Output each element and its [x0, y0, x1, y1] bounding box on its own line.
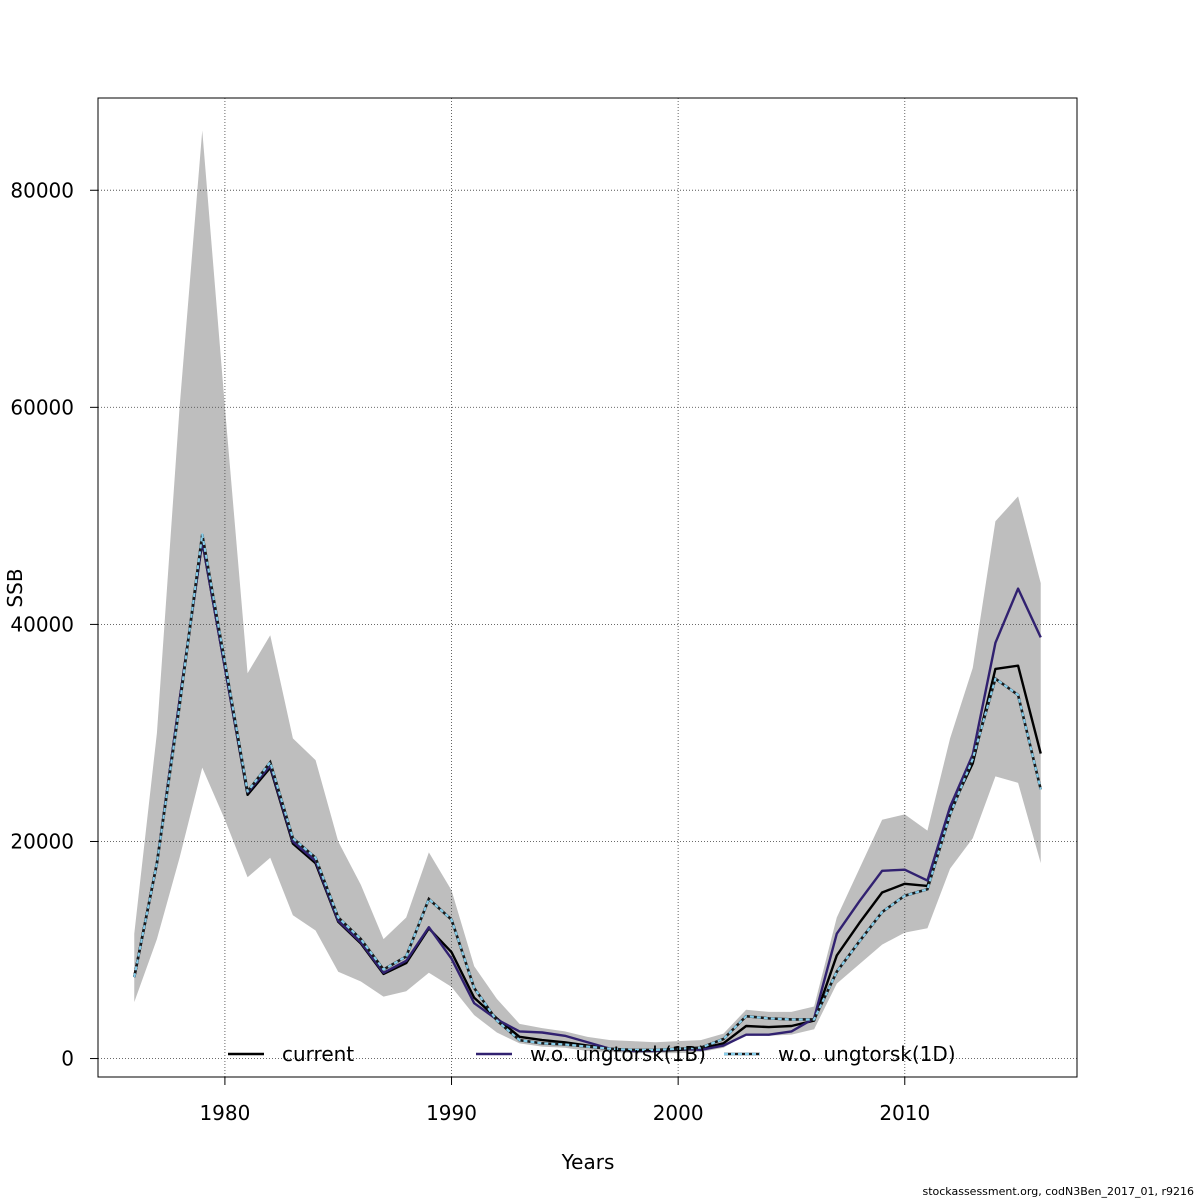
y-tick-label: 80000 [10, 178, 74, 202]
legend: current w.o. ungtorsk(1B) w.o. ungtorsk(1D… [228, 1042, 956, 1066]
y-tick-label: 60000 [10, 395, 74, 419]
y-tick-label: 20000 [10, 829, 74, 853]
legend-label: w.o. ungtorsk(1B) [530, 1042, 706, 1066]
series-lines [132, 533, 1043, 1053]
footer-credit: stockassessment.org, codN3Ben_2017_01, r… [922, 1185, 1194, 1198]
y-axis: 0 20000 40000 60000 80000 [10, 178, 98, 1071]
gridlines [98, 98, 1077, 1077]
series-line [133, 533, 1042, 1051]
x-tick-label: 2000 [653, 1101, 704, 1125]
x-axis-label: Years [561, 1150, 615, 1174]
x-tick-label: 1990 [426, 1101, 477, 1125]
plot-frame [97, 97, 1078, 1078]
legend-label: w.o. ungtorsk(1D) [778, 1042, 956, 1066]
x-tick-label: 2010 [879, 1101, 930, 1125]
y-tick-label: 40000 [10, 612, 74, 636]
y-tick-label: 0 [61, 1047, 74, 1071]
legend-label: current [282, 1042, 354, 1066]
y-axis-label: SSB [3, 568, 27, 607]
x-axis: 1980 1990 2000 2010 [199, 1077, 930, 1125]
x-tick-label: 1980 [199, 1101, 250, 1125]
